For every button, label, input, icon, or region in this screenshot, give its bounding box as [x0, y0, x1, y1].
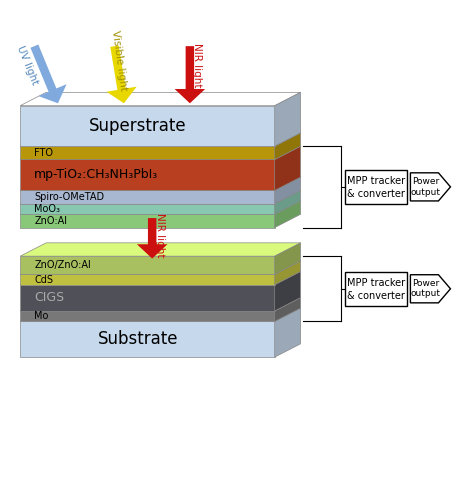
Text: CdS: CdS: [35, 274, 54, 285]
Polygon shape: [275, 177, 301, 204]
Text: Power
output: Power output: [410, 177, 441, 196]
Polygon shape: [20, 274, 275, 285]
Polygon shape: [20, 243, 301, 256]
Text: Power
output: Power output: [410, 279, 441, 298]
Polygon shape: [275, 243, 301, 274]
Polygon shape: [20, 308, 301, 321]
Polygon shape: [20, 191, 275, 204]
Polygon shape: [275, 133, 301, 160]
Polygon shape: [20, 285, 275, 311]
Polygon shape: [20, 191, 301, 204]
Text: & converter: & converter: [347, 189, 405, 199]
Polygon shape: [20, 146, 275, 160]
Text: Superstrate: Superstrate: [89, 117, 187, 135]
Polygon shape: [174, 46, 205, 103]
Text: CIGS: CIGS: [35, 291, 64, 304]
Polygon shape: [275, 308, 301, 357]
Text: Substrate: Substrate: [98, 330, 178, 348]
Polygon shape: [20, 321, 275, 357]
Polygon shape: [20, 146, 301, 160]
Text: FTO: FTO: [35, 148, 54, 158]
Polygon shape: [20, 297, 301, 311]
Polygon shape: [275, 92, 301, 146]
Polygon shape: [20, 204, 275, 214]
Polygon shape: [275, 297, 301, 321]
FancyBboxPatch shape: [346, 170, 407, 204]
Polygon shape: [275, 272, 301, 311]
FancyBboxPatch shape: [346, 272, 407, 306]
Polygon shape: [20, 106, 275, 146]
Text: UV light: UV light: [15, 44, 40, 86]
Polygon shape: [20, 177, 301, 191]
Polygon shape: [20, 201, 301, 214]
Polygon shape: [137, 218, 167, 259]
Text: MoO₃: MoO₃: [35, 204, 60, 214]
Polygon shape: [107, 46, 137, 103]
Text: NIR light: NIR light: [155, 214, 165, 258]
Polygon shape: [20, 311, 275, 321]
Text: Mo: Mo: [35, 311, 49, 321]
Text: ZnO:Al: ZnO:Al: [35, 216, 67, 226]
Text: NIR light: NIR light: [192, 43, 202, 88]
Polygon shape: [410, 173, 450, 201]
Text: MPP tracker: MPP tracker: [347, 176, 405, 186]
Polygon shape: [275, 146, 301, 191]
Text: ZnO/ZnO:Al: ZnO/ZnO:Al: [35, 260, 91, 270]
Polygon shape: [275, 261, 301, 285]
Polygon shape: [20, 272, 301, 285]
Polygon shape: [30, 45, 66, 103]
Polygon shape: [275, 191, 301, 214]
Text: & converter: & converter: [347, 291, 405, 301]
Text: Visible light: Visible light: [110, 30, 128, 91]
Polygon shape: [20, 160, 275, 191]
Text: MPP tracker: MPP tracker: [347, 278, 405, 288]
Polygon shape: [20, 256, 275, 274]
Polygon shape: [20, 133, 301, 146]
Polygon shape: [20, 214, 275, 228]
Text: Spiro-OMeTAD: Spiro-OMeTAD: [35, 192, 104, 202]
Polygon shape: [275, 201, 301, 228]
Polygon shape: [20, 261, 301, 274]
Polygon shape: [410, 275, 450, 303]
Text: mp-TiO₂:CH₃NH₃PbI₃: mp-TiO₂:CH₃NH₃PbI₃: [35, 169, 159, 182]
Polygon shape: [20, 92, 301, 106]
